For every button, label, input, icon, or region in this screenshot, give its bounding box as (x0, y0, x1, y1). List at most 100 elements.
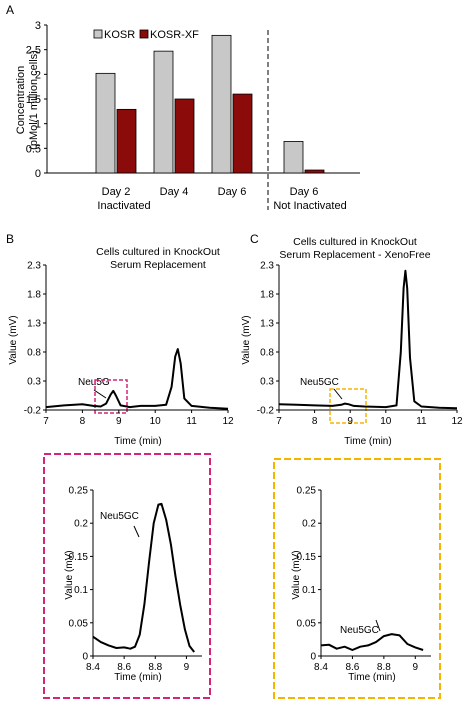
bar-ytick-label: 3 (35, 20, 41, 32)
hplc-c-xtick-label: 8 (312, 416, 318, 427)
zoom-chart-b: Value (mV) Time (min) Neu5GC 0 0.05 0.1 0.1… (64, 486, 202, 683)
hplc-b-xtick-label: 10 (150, 416, 162, 427)
hplc-c-title-line2: Serum Replacement - XenoFree (279, 249, 430, 261)
panel-label-a: A (6, 3, 14, 17)
hplc-b-zoom-box (94, 379, 128, 414)
bar-category-label: Day 6 (290, 186, 319, 198)
hplc-c-ytick-label: 1.8 (260, 290, 274, 301)
bar-ytick-label: 0 (35, 168, 41, 180)
zoom-b-xtick-label: 8.6 (117, 662, 131, 673)
panel-label-b: B (6, 232, 14, 246)
bar-category-label: Day 2 (102, 186, 131, 198)
zoom-chart-c: Value (mV) Time (min) Neu5GC 0 0.05 0.1 0.1… (291, 486, 431, 683)
zoom-b-ytick-label: 0.1 (74, 585, 88, 596)
zoom-b-ytick-label: 0.2 (74, 519, 88, 530)
group-label-not-inactivated: Not Inactivated (273, 200, 346, 212)
zoom-b-ytick-label: 0.25 (69, 486, 89, 497)
legend-label-kosr-xf: KOSR-XF (150, 29, 199, 41)
hplc-c-ytick-label: 0.3 (260, 377, 274, 388)
zoom-c-ytick-label: 0 (310, 652, 316, 663)
zoom-c-annotation-arrow (375, 619, 381, 632)
hplc-b-title-line1: Cells cultured in KnockOut (96, 246, 220, 258)
hplc-c-title-line1: Cells cultured in KnockOut (293, 236, 417, 248)
bar-kosr-xf-3 (232, 93, 253, 174)
bar-kosr-3 (211, 34, 232, 174)
hplc-c-ytick-label: 0.8 (260, 348, 274, 359)
hplc-b-trace (45, 348, 229, 410)
hplc-b-annotation: Neu5G (78, 377, 110, 388)
zoom-c-trace (320, 633, 424, 651)
panel-label-c: C (250, 232, 259, 246)
hplc-b-ytick-label: 0.3 (27, 377, 41, 388)
hplc-c-xtick-label: 10 (380, 416, 392, 427)
hplc-c-xtick-label: 11 (416, 416, 427, 427)
bar-ytick-label: 0.5 (26, 143, 41, 155)
hplc-b-xtick-label: 12 (222, 416, 234, 427)
hplc-b-title-line2: Serum Replacement (110, 259, 206, 271)
hplc-c-xlabel: Time (min) (344, 436, 391, 447)
bar-ylabel-line1: Concentration (15, 66, 27, 135)
zoom-c-ytick-label: 0.2 (302, 519, 316, 530)
hplc-b-xtick-label: 7 (43, 416, 49, 427)
zoom-c-ytick-label: 0.05 (297, 618, 317, 629)
bar-kosr-xf-4 (304, 169, 325, 174)
hplc-c-xtick-label: 7 (276, 416, 282, 427)
hplc-b-xtick-label: 8 (80, 416, 86, 427)
zoom-c-ytick-label: 0.1 (302, 585, 316, 596)
hplc-b-ytick-label: -0.2 (24, 406, 42, 417)
zoom-c-annotation: Neu5GC (340, 625, 379, 636)
bar-ytick-label: 2 (35, 69, 41, 81)
legend-swatch-kosr (93, 29, 103, 39)
zoom-c-xtick-label: 8.4 (314, 662, 328, 673)
hplc-c-ytick-label: 2.3 (260, 261, 274, 272)
hplc-b-xtick-label: 11 (186, 416, 197, 427)
zoom-c-xtick-label: 9 (413, 662, 419, 673)
hplc-c-annotation-arrow (333, 388, 343, 400)
zoom-b-ytick-label: 0.15 (69, 552, 89, 563)
hplc-b-ytick-label: 0.8 (27, 348, 41, 359)
bar-kosr-1 (95, 72, 116, 174)
hplc-c-ytick-label: -0.2 (257, 406, 275, 417)
hplc-c-xtick-label: 9 (347, 416, 353, 427)
hplc-c-xtick-label: 12 (451, 416, 463, 427)
zoom-c-xtick-label: 8.8 (377, 662, 391, 673)
bar-ylabel-line2: (pMol/1 million cells) (28, 50, 40, 150)
hplc-b-annotation-arrow (93, 389, 107, 399)
zoom-b-trace (92, 502, 195, 653)
zoom-c-ytick-label: 0.15 (297, 552, 317, 563)
hplc-c-ytick-label: 1.3 (260, 319, 274, 330)
bar-kosr-2 (153, 50, 174, 174)
zoom-b-annotation: Neu5GC (100, 511, 139, 522)
zoom-b-xlabel: Time (min) (114, 672, 161, 683)
hplc-b-ytick-label: 2.3 (27, 261, 41, 272)
hplc-chart-c: Cells cultured in KnockOut Serum Replace… (241, 236, 463, 447)
zoom-b-ytick-label: 0.05 (69, 618, 89, 629)
bar-category-label: Day 4 (160, 186, 189, 198)
hplc-b-ytick-label: 1.3 (27, 319, 41, 330)
zoom-b-frame (43, 453, 211, 699)
zoom-b-annotation-arrow (133, 525, 140, 538)
zoom-b-xtick-label: 9 (184, 662, 190, 673)
bar-chart: Concentration (pMol/1 million cells) 0 0.… (15, 20, 360, 212)
hplc-b-ylabel: Value (mV) (8, 315, 19, 364)
hplc-c-trace (278, 269, 458, 410)
group-label-inactivated: Inactivated (97, 200, 150, 212)
zoom-b-ytick-label: 0 (82, 652, 88, 663)
hplc-chart-b: Cells cultured in KnockOut Serum Replace… (8, 246, 234, 447)
hplc-c-ylabel: Value (mV) (241, 315, 252, 364)
hplc-b-xtick-label: 9 (116, 416, 122, 427)
hplc-b-ytick-label: 1.8 (27, 290, 41, 301)
bar-ytick-label: 2.5 (26, 45, 41, 57)
zoom-c-ylabel: Value (mV) (291, 550, 302, 599)
zoom-c-xlabel: Time (min) (348, 672, 395, 683)
bar-kosr-xf-1 (116, 108, 137, 174)
hplc-c-annotation: Neu5GC (300, 377, 339, 388)
zoom-c-frame (273, 458, 441, 699)
bar-kosr-xf-2 (174, 98, 195, 174)
zoom-b-xtick-label: 8.4 (86, 662, 100, 673)
zoom-c-xtick-label: 8.6 (345, 662, 359, 673)
hplc-b-xlabel: Time (min) (114, 436, 161, 447)
legend-label-kosr: KOSR (104, 29, 135, 41)
zoom-b-xtick-label: 8.8 (148, 662, 162, 673)
